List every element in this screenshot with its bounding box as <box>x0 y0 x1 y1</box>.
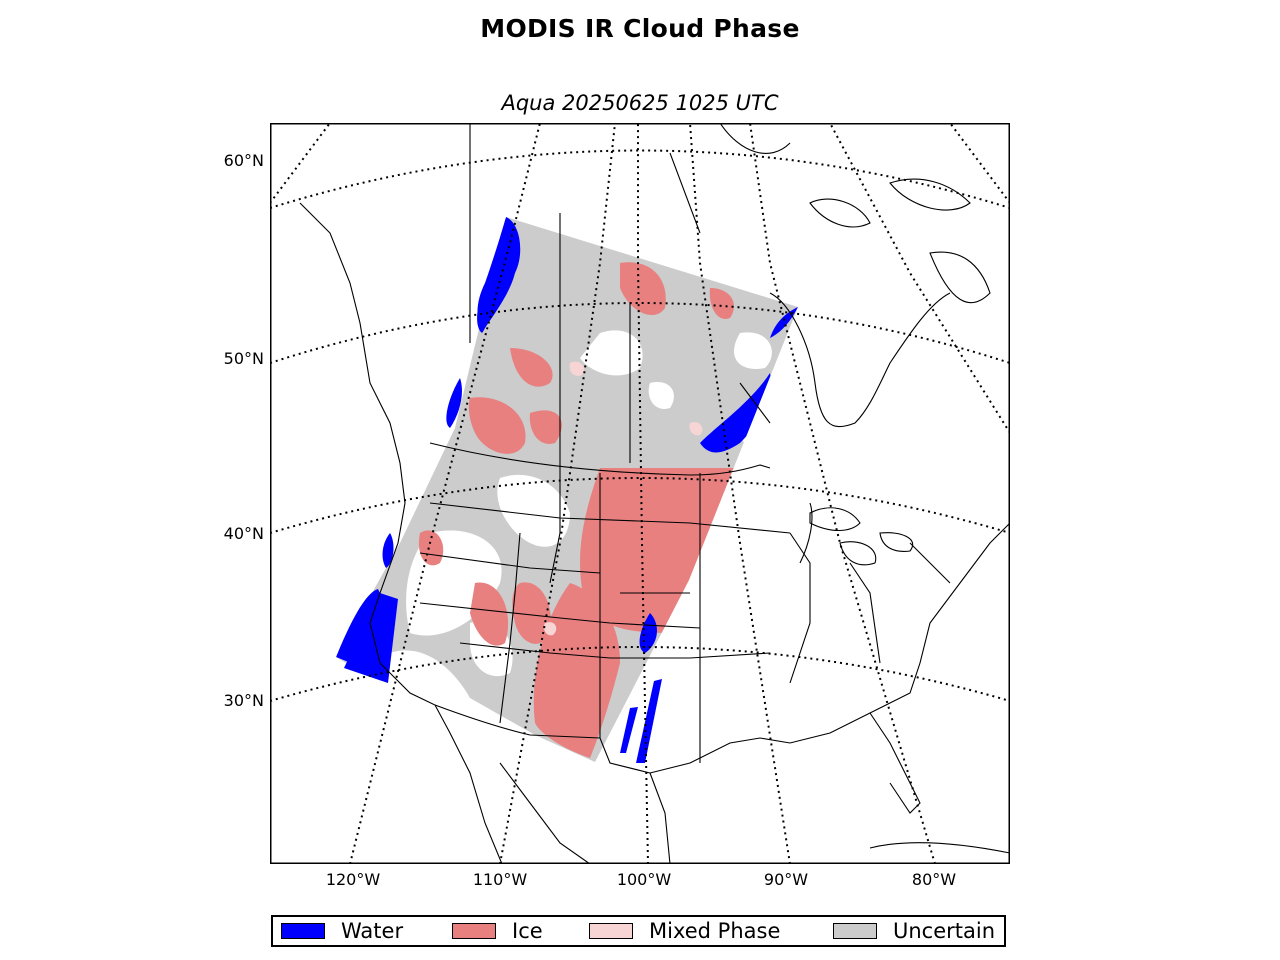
graticule-lines <box>270 123 1010 864</box>
figure-subtitle: Aqua 20250625 1025 UTC <box>501 91 779 115</box>
figure-title: MODIS IR Cloud Phase <box>480 14 800 43</box>
legend-swatch-water <box>281 923 325 939</box>
lat-label-50n: 50°N <box>223 349 264 368</box>
lon-label-80w: 80°W <box>911 870 957 889</box>
lon-label-110w: 110°W <box>472 870 528 889</box>
legend: Water Ice Mixed Phase Uncertain <box>271 915 1006 947</box>
legend-item-mixed-phase[interactable]: Mixed Phase <box>589 917 780 945</box>
legend-label-water: Water <box>341 919 404 943</box>
legend-swatch-ice <box>452 923 496 939</box>
lat-label-40n: 40°N <box>223 524 264 543</box>
legend-label-mixed-phase: Mixed Phase <box>649 919 781 943</box>
lon-label-120w: 120°W <box>325 870 381 889</box>
lon-label-90w: 90°W <box>763 870 809 889</box>
legend-swatch-uncertain <box>833 923 877 939</box>
political-boundaries <box>299 123 1010 864</box>
legend-label-uncertain: Uncertain <box>893 919 996 943</box>
lat-label-60n: 60°N <box>223 151 264 170</box>
lat-label-30n: 30°N <box>223 691 264 710</box>
lon-label-100w: 100°W <box>616 870 672 889</box>
legend-label-ice: Ice <box>512 919 543 943</box>
legend-item-ice[interactable]: Ice <box>452 917 543 945</box>
swath-mixed-regions <box>543 361 703 636</box>
legend-swatch-mixed-phase <box>589 923 633 939</box>
legend-item-water[interactable]: Water <box>281 917 403 945</box>
swath-water-fragments <box>344 593 662 763</box>
cloud-phase-map[interactable] <box>270 123 1010 864</box>
map-border <box>270 123 1010 864</box>
map-panel[interactable] <box>270 123 1010 864</box>
legend-item-uncertain[interactable]: Uncertain <box>833 917 995 945</box>
